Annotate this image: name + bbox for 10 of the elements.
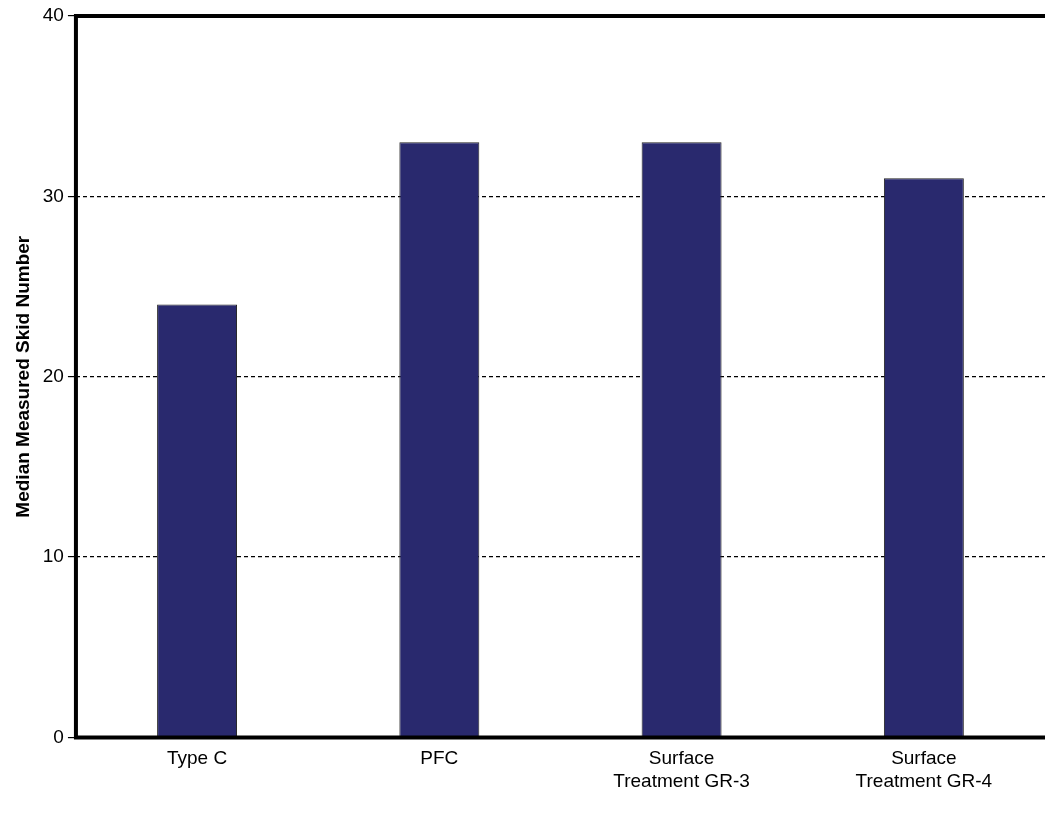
- x-tick-label: PFC: [420, 747, 459, 769]
- y-tick-label: 40: [42, 4, 64, 26]
- y-tick-label: 30: [42, 184, 64, 206]
- x-tick-label: Surface Treatment GR-4: [855, 747, 993, 791]
- x-tick-label: Surface Treatment GR-3: [613, 747, 750, 791]
- y-axis-title: Median Measured Skid Number: [11, 235, 33, 518]
- y-tick-label: 20: [42, 364, 64, 386]
- x-tick-label: Type C: [166, 747, 228, 769]
- y-tick-label: 10: [42, 545, 64, 567]
- y-tick-label: 0: [53, 725, 64, 747]
